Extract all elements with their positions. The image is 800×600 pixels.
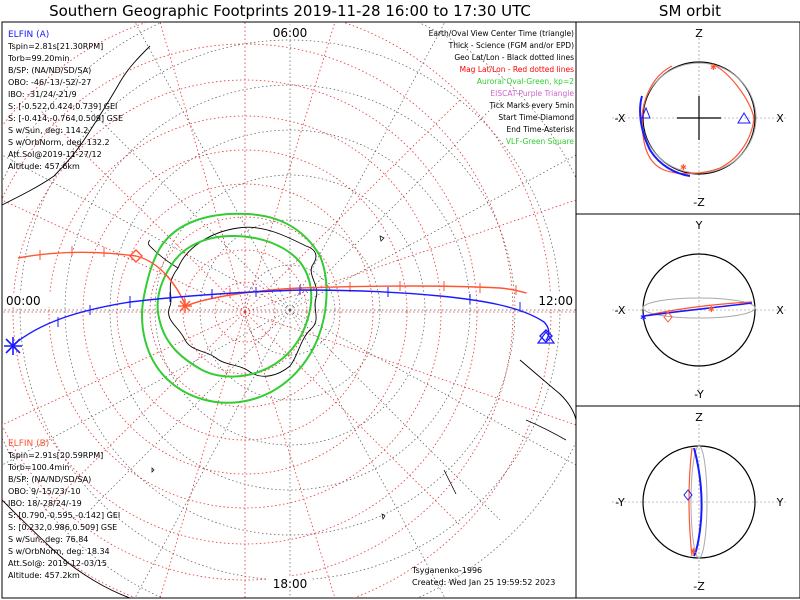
panel1-bottom-label: -Z [693, 196, 705, 209]
legend-item: VLF-Green Square [506, 137, 574, 146]
orbit-panel-title: SM orbit [658, 2, 722, 20]
auroral-oval-outer [141, 212, 328, 404]
elfin-b-line: IBO: 18/-28/24/-19 [8, 499, 82, 508]
legend-item: EISCAT-Purple Triangle [490, 89, 574, 98]
elfin-a-title: ELFIN (A) [8, 30, 49, 40]
elfin-b-line: Altitude: 457.2km [8, 571, 80, 580]
elfin-a-line: S: [-0.522,0.424,0.739] GEI [8, 102, 117, 111]
geo-grid [2, 22, 576, 598]
elfin-a-line: IBO: -31/24/-21/9 [8, 90, 77, 99]
elfin-b-line: Torb=100.4min [7, 463, 69, 472]
svg-text:✱: ✱ [710, 63, 717, 72]
panel1-right-label: X [776, 112, 784, 125]
time-label-bottom: 18:00 [273, 577, 308, 591]
page-title: Southern Geographic Footprints 2019-11-2… [49, 2, 531, 20]
legend-item: Earth/Oval View Center Time (triangle) [429, 29, 574, 38]
elfin-a-line: Tspin=2.81s[21.30RPM] [7, 42, 103, 51]
legend-item: Start Time-Diamond [498, 113, 574, 122]
orbit-panel-yz: ✱ Z -Z -Y Y [612, 411, 786, 593]
panel2-left-label: -X [615, 304, 626, 317]
legend-item: Tick Marks every 5min [488, 101, 574, 110]
elfin-b-line: Att.Sol@: 2019-12-03/15 [8, 559, 107, 568]
time-label-right: 12:00 [538, 294, 573, 308]
legend-item: End Time-Asterisk [506, 125, 574, 134]
polar-map [2, 22, 576, 598]
orbit-panels-frame [575, 21, 800, 599]
panel1-top-label: Z [695, 27, 703, 40]
panel3-bottom-label: -Z [693, 580, 705, 593]
south-america-coastline [2, 45, 151, 206]
time-label-left: 00:00 [6, 294, 41, 308]
elfin-b-line: OBO: 9/-15/23/-10 [8, 487, 81, 496]
panel3-top-label: Z [695, 411, 703, 424]
created-timestamp: Created: Wed Jan 25 19:59:52 2023 [412, 578, 555, 587]
elfin-a-line: S: [-0.414,-0.764,0.509] GSE [8, 114, 123, 123]
time-label-top: 06:00 [273, 26, 308, 40]
elfin-b-line: S: [0.790,-0.595,-0.142] GEI [8, 511, 120, 520]
elfin-a-footprint [11, 289, 550, 347]
model-credit: Tsyganenko-1996 [411, 566, 482, 575]
elfin-a-start-diamond [539, 329, 553, 343]
elfin-a-end-asterisk [4, 337, 22, 355]
footer: Tsyganenko-1996 Created: Wed Jan 25 19:5… [411, 566, 555, 587]
elfin-a-line: Altitude: 457.6km [8, 162, 80, 171]
elfin-b-info: ELFIN (B) Tspin=2.91s[20.59RPM] Torb=100… [7, 439, 120, 580]
orbit-panel-xz: ✱ ✱ Z -Z -X X [612, 27, 786, 209]
elfin-a-line: Att.Sol@2019-11-27/12 [8, 150, 102, 159]
elfin-a-ticks [57, 285, 521, 327]
svg-text:✱: ✱ [708, 305, 715, 314]
elfin-a-line: B/SP: (NA/ND/SD/SA) [8, 66, 91, 75]
elfin-a-info: ELFIN (A) Tspin=2.81s[21.30RPM] Torb=99.… [7, 30, 123, 171]
elfin-b-line: S w/Sun, deg: 76.84 [8, 535, 88, 544]
panel2-top-label: Y [695, 219, 703, 232]
elfin-b-line: S: [0.232,0.986,0.509] GSE [8, 523, 117, 532]
elfin-b-line: Tspin=2.91s[20.59RPM] [7, 451, 103, 460]
elfin-a-line: S w/Sun, deg: 114.2 [8, 126, 88, 135]
legend: Earth/Oval View Center Time (triangle) T… [429, 29, 575, 146]
panel3-right-label: Y [776, 496, 784, 509]
panel2-bottom-label: -Y [694, 388, 704, 401]
elfin-b-line: B/SP: (NA/ND/SD/SA) [8, 475, 91, 484]
antarctica-coastline [168, 226, 318, 377]
mag-grid [2, 22, 576, 598]
elfin-b-start-diamond [129, 249, 143, 263]
elfin-b-end-asterisk [178, 299, 192, 313]
svg-text:✱: ✱ [690, 547, 697, 556]
svg-text:✱: ✱ [640, 313, 647, 322]
panel1-left-label: -X [615, 112, 626, 125]
legend-item: Auroral Oval-Green, kp=2 [477, 77, 574, 86]
elfin-a-line: OBO: -46/-13/-52/-27 [8, 78, 91, 87]
panel3-left-label: -Y [615, 496, 625, 509]
elfin-b-line: S w/OrbNorm, deg: 18.34 [8, 547, 110, 556]
legend-item: Geo Lat/Lon - Black dotted lines [454, 53, 574, 62]
svg-text:✱: ✱ [680, 163, 687, 172]
auroral-oval-inner [156, 234, 313, 378]
elfin-b-title: ELFIN (B) [8, 439, 49, 449]
legend-item: Mag Lat/Lon - Red dotted lines [460, 65, 574, 74]
elfin-a-line: Torb=99.20min [7, 54, 69, 63]
legend-item: Thick - Science (FGM and/or EPD) [448, 41, 574, 50]
view-center-triangle [536, 330, 556, 344]
elfin-a-line: S w/OrbNorm, deg: 132.2 [8, 138, 110, 147]
orbit-panel-xy: ✱ ✱ Y -Y -X X [612, 219, 786, 401]
panel2-right-label: X [776, 304, 784, 317]
